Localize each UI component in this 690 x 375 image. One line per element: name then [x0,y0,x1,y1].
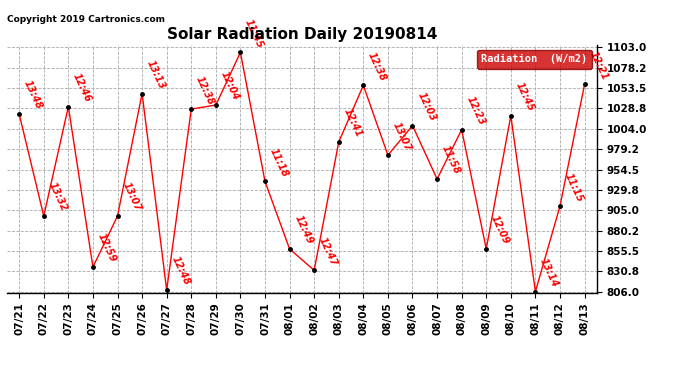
Text: 13:07: 13:07 [391,120,413,152]
Text: 12:03: 12:03 [415,91,437,123]
Text: 12:45: 12:45 [513,81,535,113]
Text: 11:15: 11:15 [563,171,585,203]
Text: 12:38: 12:38 [366,50,388,82]
Text: 12:21: 12:21 [587,50,609,82]
Text: 11:18: 11:18 [268,147,290,179]
Text: 13:48: 13:48 [22,79,44,111]
Text: 12:09: 12:09 [489,214,511,246]
Text: 12:47: 12:47 [317,236,339,267]
Legend: Radiation  (W/m2): Radiation (W/m2) [477,50,591,69]
Text: 12:46: 12:46 [71,72,93,104]
Text: 12:38: 12:38 [194,74,216,106]
Text: 12:49: 12:49 [293,214,315,246]
Text: 13:13: 13:13 [145,58,167,91]
Text: 12:23: 12:23 [464,95,486,127]
Text: 12:41: 12:41 [342,107,364,139]
Text: 13:07: 13:07 [120,181,142,213]
Text: 12:04: 12:04 [219,70,241,102]
Text: 12:48: 12:48 [170,255,192,287]
Title: Solar Radiation Daily 20190814: Solar Radiation Daily 20190814 [167,27,437,42]
Text: 11:58: 11:58 [440,144,462,176]
Text: 11:45: 11:45 [243,17,266,50]
Text: 13:14: 13:14 [538,257,560,289]
Text: 13:32: 13:32 [46,181,69,213]
Text: 12:59: 12:59 [96,232,118,264]
Text: Copyright 2019 Cartronics.com: Copyright 2019 Cartronics.com [7,15,165,24]
